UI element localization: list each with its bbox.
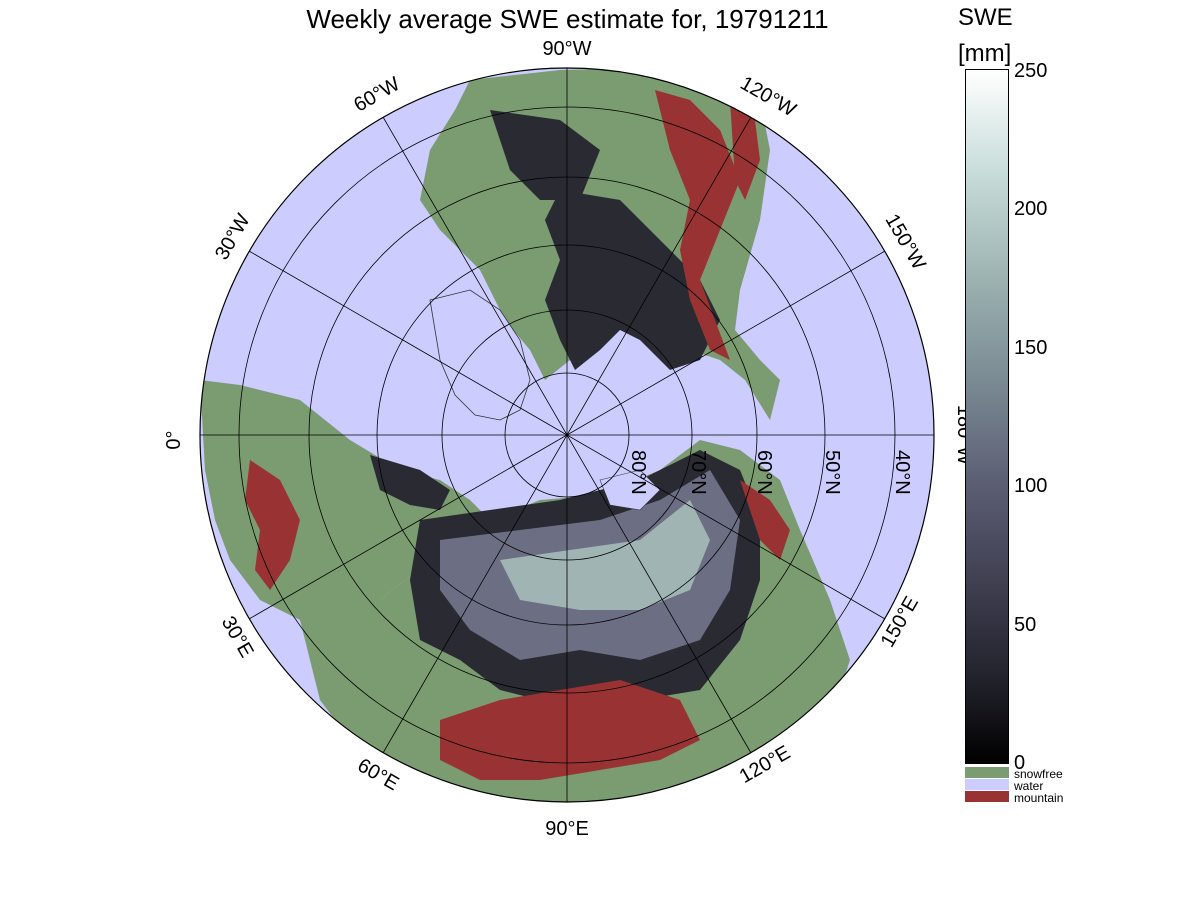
legend-mountain: mountain <box>1014 791 1064 805</box>
lat-label-80n: 80°N <box>627 450 649 495</box>
colorbar-title-unit: [mm] <box>958 40 1012 67</box>
east-asia-mountains <box>740 480 790 560</box>
rockies-mountains <box>655 90 740 360</box>
map-title: Weekly average SWE estimate for, 1979121… <box>306 4 829 34</box>
north-america-snow <box>545 190 720 370</box>
lat-label-40n: 40°N <box>891 450 913 495</box>
colorbar-tick-50: 50 <box>1014 614 1037 636</box>
alaska-mountains <box>730 100 760 200</box>
swatch-water <box>965 779 1009 790</box>
europe-mountains <box>245 460 300 590</box>
lat-label-60n: 60°N <box>753 450 775 495</box>
swatch-mountain <box>965 791 1009 802</box>
lat-label-50n: 50°N <box>821 450 843 495</box>
swe-colorbar <box>965 69 1009 764</box>
swatch-snowfree <box>965 767 1009 778</box>
lon-label-90e: 90°E <box>545 818 589 840</box>
scandinavia-snow <box>370 455 450 510</box>
lon-label-0: 0° <box>163 430 185 449</box>
lon-label-90w: 90°W <box>542 38 591 60</box>
meridian-150w-30e <box>248 250 886 620</box>
colorbar-tick-150: 150 <box>1014 337 1048 359</box>
legend-snowfree: snowfree <box>1014 767 1063 781</box>
lat-label-70n: 70°N <box>687 450 709 495</box>
canada-snow-east <box>490 110 600 200</box>
siberia-snow-deep <box>500 500 710 610</box>
colorbar-tick-200: 200 <box>1014 198 1048 220</box>
colorbar-title-swe: SWE <box>958 4 1013 31</box>
central-asia-mountains <box>440 680 700 780</box>
lon-label-60e: 60°E <box>354 754 403 795</box>
colorbar-tick-100: 100 <box>1014 475 1048 497</box>
colorbar-tick-250: 250 <box>1014 60 1048 82</box>
greenland <box>429 289 531 421</box>
colorbar-tick-0: 0 <box>1014 752 1026 774</box>
legend-water: water <box>1014 779 1044 793</box>
